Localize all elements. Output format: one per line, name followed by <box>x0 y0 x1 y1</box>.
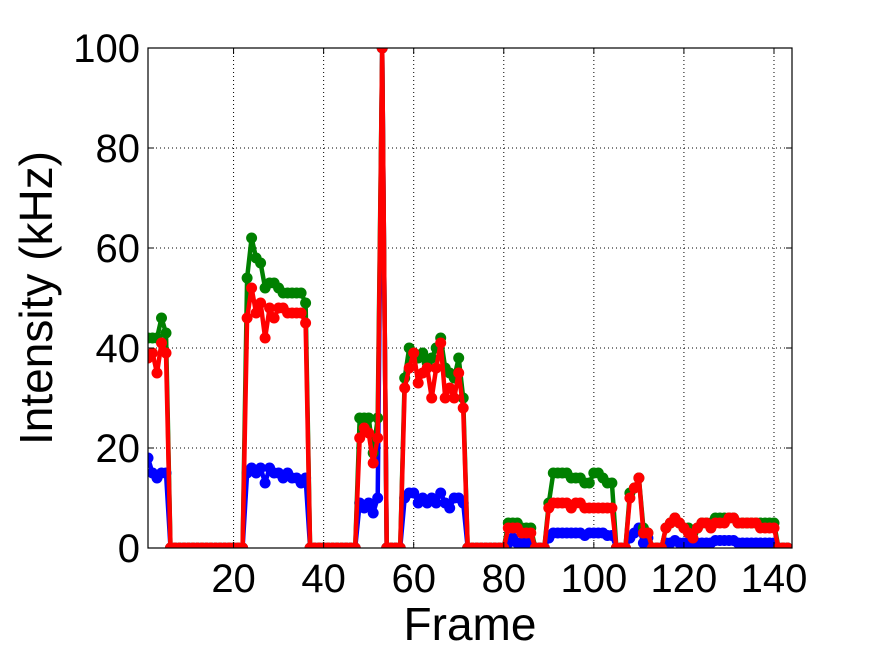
data-point <box>300 317 312 329</box>
data-point <box>367 457 379 469</box>
data-point <box>367 507 379 519</box>
data-point <box>642 527 654 539</box>
data-point <box>241 272 253 284</box>
data-point <box>148 347 158 359</box>
data-point <box>444 382 456 394</box>
data-point <box>363 412 375 424</box>
y-tick-label: 100 <box>73 27 140 71</box>
grid-lines <box>148 48 792 548</box>
data-point <box>430 362 442 374</box>
data-point <box>295 287 307 299</box>
y-tick-label: 80 <box>96 127 141 171</box>
data-point <box>525 527 537 539</box>
x-tick-label: 120 <box>651 557 718 601</box>
y-tick-label: 0 <box>118 527 140 571</box>
data-point <box>628 482 640 494</box>
data-point <box>295 307 307 319</box>
data-point <box>768 522 780 534</box>
data-point <box>237 542 249 548</box>
data-point <box>421 362 433 374</box>
x-axis-title: Frame <box>404 598 537 650</box>
data-point <box>782 542 792 548</box>
data-point <box>606 477 618 489</box>
data-point <box>255 257 267 269</box>
x-tick-label: 20 <box>211 557 256 601</box>
data-point <box>687 532 699 544</box>
data-point <box>259 477 271 489</box>
data-point <box>156 337 167 349</box>
x-tick-label: 80 <box>482 557 527 601</box>
data-point <box>372 492 384 504</box>
data-point <box>453 352 465 364</box>
data-point <box>264 302 276 314</box>
data-point <box>394 542 406 548</box>
data-point <box>444 502 456 514</box>
data-point <box>376 48 388 54</box>
data-point <box>363 497 375 509</box>
data-point <box>633 472 645 484</box>
data-point <box>372 432 384 444</box>
data-point <box>246 232 258 244</box>
data-point <box>417 347 429 359</box>
data-point <box>412 377 424 389</box>
data-point <box>655 542 667 548</box>
data-point <box>435 487 447 499</box>
data-point <box>426 392 438 404</box>
data-point <box>148 452 154 464</box>
x-tick-label: 100 <box>560 557 627 601</box>
data-point <box>160 327 172 339</box>
data-point <box>435 337 447 349</box>
data-point <box>349 542 361 548</box>
data-point <box>156 312 167 324</box>
y-axis-title: Intensity (kHz) <box>10 151 62 445</box>
data-point <box>354 432 366 444</box>
data-point <box>619 542 631 548</box>
data-point <box>399 382 411 394</box>
data-point <box>268 312 280 324</box>
y-tick-label: 40 <box>96 327 141 371</box>
data-point <box>457 402 469 414</box>
data-point <box>448 392 460 404</box>
y-tick-label: 20 <box>96 427 141 471</box>
series-layer <box>148 48 792 548</box>
x-tick-label: 140 <box>741 557 808 601</box>
y-tick-label: 60 <box>96 227 141 271</box>
plot-frame <box>147 47 793 549</box>
data-point <box>453 367 465 379</box>
data-point <box>606 502 618 514</box>
data-point <box>255 297 267 309</box>
x-tick-label: 60 <box>391 557 436 601</box>
data-point <box>408 347 420 359</box>
data-point <box>403 362 415 374</box>
x-tick-label: 40 <box>301 557 346 601</box>
data-point <box>250 307 262 319</box>
data-point <box>408 487 420 499</box>
data-point <box>538 542 550 548</box>
data-point <box>241 312 253 324</box>
axis-ticks: 20 40 60 80 100 120 140 0 20 40 60 80 100 <box>73 27 807 601</box>
data-point <box>246 282 258 294</box>
data-point <box>255 462 267 474</box>
data-point <box>624 492 636 504</box>
data-point <box>430 497 442 509</box>
data-point <box>259 332 271 344</box>
data-point <box>363 427 375 439</box>
data-point <box>426 352 438 364</box>
data-point <box>300 297 312 309</box>
data-point <box>583 477 595 489</box>
data-point <box>160 347 172 359</box>
series-2 <box>148 48 792 548</box>
data-point <box>439 392 451 404</box>
data-point <box>151 367 163 379</box>
